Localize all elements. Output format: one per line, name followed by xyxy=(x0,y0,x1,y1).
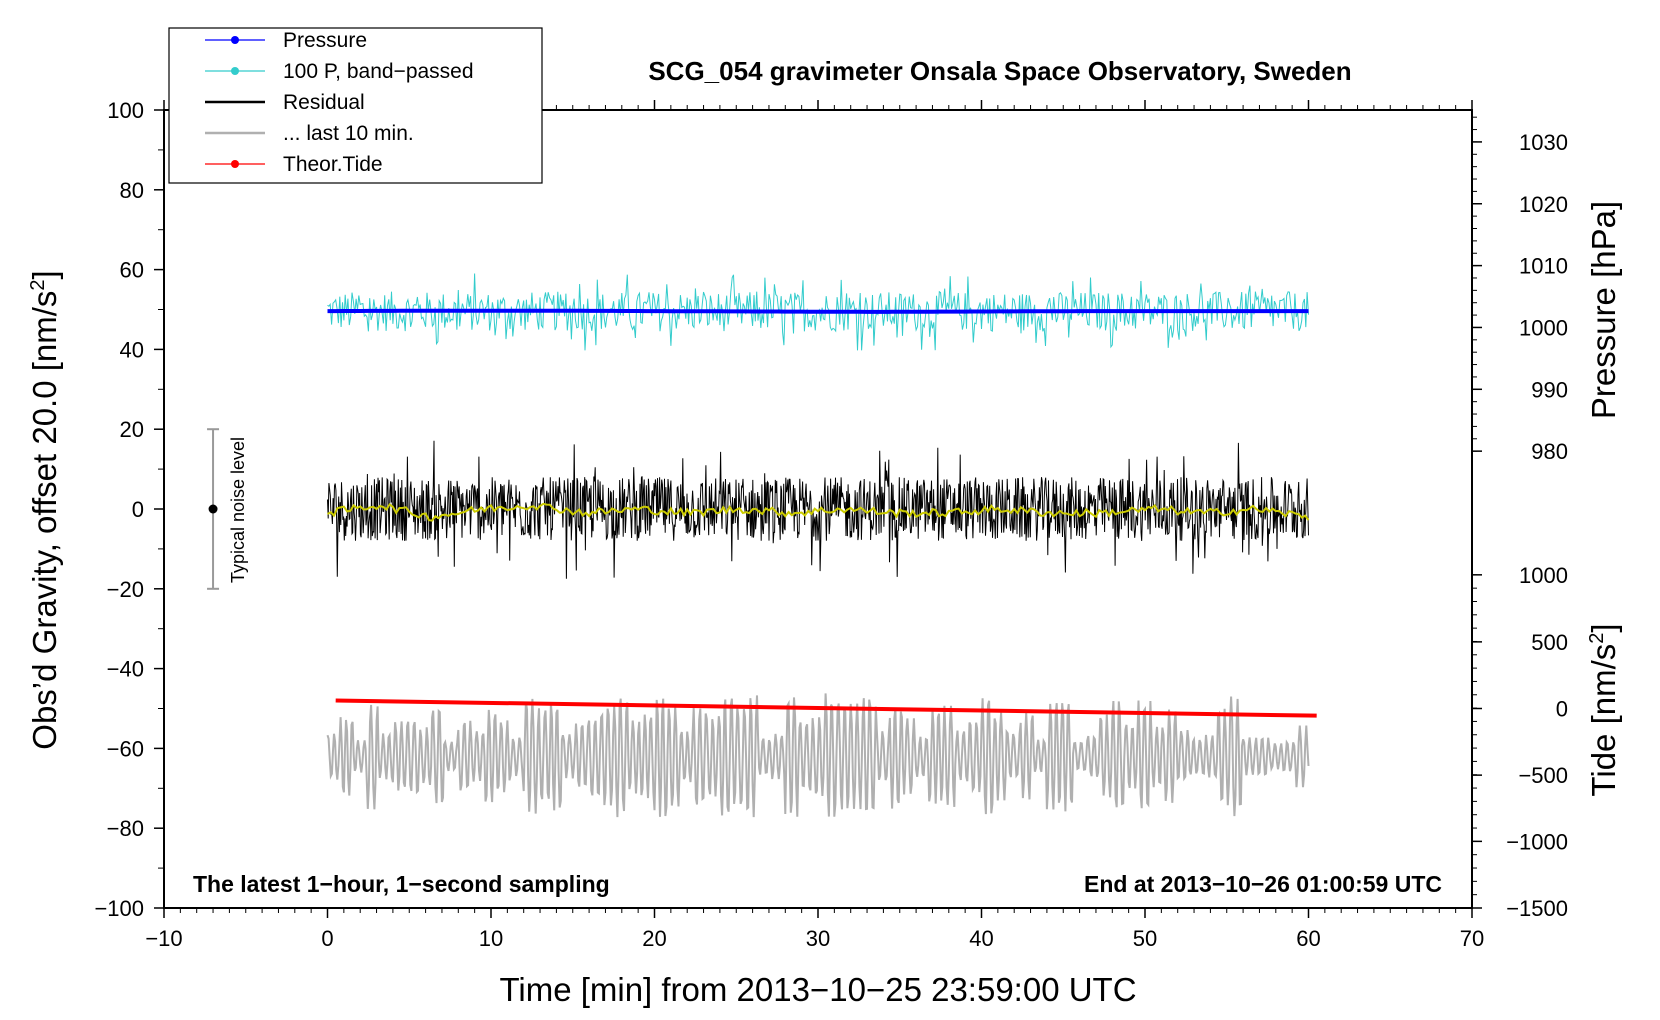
noise-level-label: Typical noise level xyxy=(228,437,248,583)
axes-layer: −10 0 10 20 30 40 50 60 70100806040200−20−40−60−… xyxy=(94,98,1568,951)
legend-marker xyxy=(231,67,239,75)
y-tick-label: −40 xyxy=(107,657,144,682)
pressure-series xyxy=(327,308,1309,314)
legend-marker xyxy=(231,36,239,44)
pressure-tick-label: 990 xyxy=(1531,377,1568,402)
x-tick-label: 60 xyxy=(1296,926,1320,951)
last-10-min-series xyxy=(326,693,1310,818)
tide-axis-label-superscript: 2 xyxy=(1586,633,1608,644)
pressure-tick-label: 1000 xyxy=(1519,315,1568,340)
pressure-tick-label: 1030 xyxy=(1519,130,1568,155)
legend-label: 100 P, band−passed xyxy=(283,60,474,83)
end-time-note: End at 2013−10−26 01:00:59 UTC xyxy=(1084,871,1442,897)
tide-tick-label: −1500 xyxy=(1506,896,1568,921)
y-tick-label: 40 xyxy=(120,337,144,362)
legend-label: Pressure xyxy=(283,29,367,52)
x-tick-label: 30 xyxy=(806,926,830,951)
x-tick-label: 70 xyxy=(1460,926,1484,951)
pressure-tick-label: 1020 xyxy=(1519,192,1568,217)
tide-tick-label: −500 xyxy=(1518,763,1568,788)
y-tick-label: −80 xyxy=(107,816,144,841)
tide-tick-label: 1000 xyxy=(1519,563,1568,588)
tide-axis-label-text: Tide [nm/s xyxy=(1585,644,1622,797)
tide-axis-label-close: ] xyxy=(1585,623,1622,632)
legend-label: Residual xyxy=(283,91,365,114)
y-axis-label-text: Obs’d Gravity, offset 20.0 [nm/s xyxy=(26,291,63,750)
noise-level-indicator xyxy=(207,428,220,590)
y-tick-label: −60 xyxy=(107,736,144,761)
legend: Pressure 100 P, band−passed Residual ... la… xyxy=(168,27,543,184)
y-axis-label-close: ] xyxy=(26,270,63,279)
theoretical-tide-series xyxy=(335,698,1317,718)
legend-box xyxy=(168,27,543,184)
tide-axis-label: Tide [nm/s2] xyxy=(1585,623,1622,796)
y-tick-label: −100 xyxy=(94,896,144,921)
residual-smoothed-series xyxy=(327,502,1310,522)
y-tick-label: 100 xyxy=(107,98,144,123)
x-tick-label: 50 xyxy=(1133,926,1157,951)
pressure-tick-label: 1010 xyxy=(1519,254,1568,279)
y-tick-label: 80 xyxy=(120,178,144,203)
tide-tick-label: 500 xyxy=(1531,630,1568,655)
noise-bar-center-dot xyxy=(208,504,218,514)
series-layer xyxy=(326,273,1317,818)
legend-label: Theor.Tide xyxy=(283,153,383,176)
y-tick-label: 20 xyxy=(120,417,144,442)
y-tick-label: 60 xyxy=(120,258,144,283)
x-tick-label: 40 xyxy=(969,926,993,951)
chart-title: SCG_054 gravimeter Onsala Space Observat… xyxy=(648,56,1351,86)
y-axis-label-superscript: 2 xyxy=(27,279,49,290)
pressure-tick-label: 980 xyxy=(1531,439,1568,464)
y-tick-label: −20 xyxy=(107,577,144,602)
y-tick-label: 0 xyxy=(132,497,144,522)
sampling-note: The latest 1−hour, 1−second sampling xyxy=(193,871,610,897)
x-tick-label: 0 xyxy=(321,926,333,951)
y-axis-label: Obs’d Gravity, offset 20.0 [nm/s2] xyxy=(26,270,63,749)
x-axis-label: Time [min] from 2013−10−25 23:59:00 UTC xyxy=(499,971,1136,1008)
legend-label: ... last 10 min. xyxy=(283,122,414,145)
tide-tick-label: −1000 xyxy=(1506,829,1568,854)
x-tick-label: 20 xyxy=(642,926,666,951)
x-tick-label: −10 xyxy=(145,926,182,951)
pressure-axis-label: Pressure [hPa] xyxy=(1585,201,1622,419)
tide-tick-label: 0 xyxy=(1556,697,1568,722)
residual-series xyxy=(327,440,1309,579)
x-tick-label: 10 xyxy=(479,926,503,951)
legend-marker xyxy=(231,160,239,168)
